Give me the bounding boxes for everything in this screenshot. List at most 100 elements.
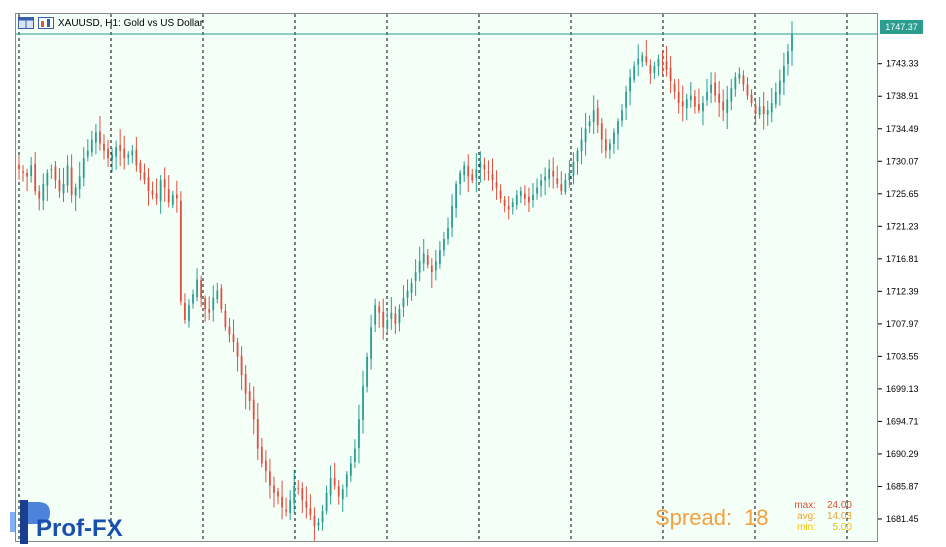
candle bbox=[544, 167, 547, 195]
candle bbox=[702, 95, 704, 126]
candle bbox=[224, 303, 227, 331]
candle bbox=[467, 154, 470, 193]
candle bbox=[540, 173, 542, 197]
candle bbox=[718, 80, 721, 117]
candle bbox=[576, 147, 579, 175]
candle bbox=[293, 469, 296, 513]
candle bbox=[269, 458, 271, 499]
candle bbox=[479, 151, 482, 183]
candle bbox=[657, 54, 660, 76]
candle bbox=[451, 194, 453, 237]
candle bbox=[362, 370, 364, 434]
candle bbox=[783, 52, 785, 96]
candle bbox=[131, 144, 134, 164]
candle bbox=[698, 88, 700, 114]
candle bbox=[256, 402, 259, 461]
candle bbox=[426, 249, 429, 269]
price-tick-label: 1721.23 bbox=[886, 221, 919, 231]
candle bbox=[661, 51, 664, 75]
candle bbox=[629, 68, 632, 106]
candle bbox=[62, 167, 65, 202]
window-tile-icon[interactable] bbox=[18, 17, 34, 29]
price-tick-label: 1734.49 bbox=[886, 124, 919, 134]
candle bbox=[90, 130, 93, 157]
candlestick-chart[interactable] bbox=[16, 14, 877, 541]
candle bbox=[770, 87, 773, 123]
candle bbox=[710, 72, 712, 104]
candle bbox=[260, 438, 263, 468]
candle bbox=[406, 279, 409, 306]
prof-fx-logo: Prof-FX bbox=[10, 500, 123, 544]
candle bbox=[301, 482, 304, 513]
candle bbox=[103, 134, 105, 160]
candle bbox=[99, 115, 101, 151]
candle bbox=[681, 85, 684, 122]
candle bbox=[228, 317, 231, 343]
candle bbox=[309, 494, 312, 521]
stat-min-row: min: 5.00 bbox=[790, 522, 852, 533]
candle bbox=[410, 278, 413, 301]
candle bbox=[693, 89, 696, 114]
candle bbox=[471, 169, 474, 184]
candle bbox=[325, 485, 328, 515]
candle bbox=[196, 268, 198, 302]
candle bbox=[398, 304, 401, 332]
chart-plot-area[interactable] bbox=[15, 13, 878, 542]
candle bbox=[669, 55, 672, 94]
candle bbox=[58, 168, 61, 198]
candle bbox=[596, 99, 599, 134]
candle bbox=[754, 100, 757, 125]
candle bbox=[507, 195, 510, 220]
candle bbox=[333, 462, 336, 490]
price-tick-label: 1699.13 bbox=[886, 384, 919, 394]
candle bbox=[341, 484, 344, 512]
candle bbox=[726, 85, 729, 130]
candle bbox=[273, 476, 275, 508]
candle bbox=[584, 112, 587, 156]
candle bbox=[434, 250, 437, 281]
candle bbox=[402, 285, 405, 317]
candle bbox=[30, 157, 33, 183]
stat-avg-value: 14.03 bbox=[826, 511, 852, 522]
price-scale[interactable]: 1743.33 1738.91 1734.49 1730.07 1725.65 1721.… bbox=[878, 13, 946, 542]
candle bbox=[86, 139, 89, 162]
chart-type-icon[interactable] bbox=[38, 17, 54, 29]
candle bbox=[536, 178, 538, 200]
candle bbox=[604, 128, 607, 159]
candle bbox=[528, 187, 530, 213]
candle bbox=[637, 44, 640, 77]
price-tick-label: 1694.71 bbox=[886, 416, 919, 426]
candle bbox=[556, 165, 559, 189]
candle bbox=[475, 153, 478, 193]
candle bbox=[200, 275, 203, 308]
candle bbox=[50, 164, 53, 179]
candle bbox=[70, 154, 73, 203]
candle bbox=[179, 191, 182, 306]
candle bbox=[580, 127, 583, 165]
candle bbox=[204, 295, 207, 322]
candle bbox=[151, 181, 154, 200]
candle bbox=[184, 293, 186, 324]
candle bbox=[139, 159, 142, 181]
candle bbox=[34, 152, 37, 196]
candle bbox=[220, 284, 223, 313]
candle bbox=[762, 91, 765, 130]
candle bbox=[447, 217, 449, 245]
candle bbox=[192, 289, 194, 309]
candle bbox=[366, 352, 368, 393]
candle bbox=[463, 161, 466, 183]
candle bbox=[653, 61, 656, 80]
candle bbox=[127, 151, 130, 166]
candle bbox=[390, 296, 393, 330]
price-tick-label: 1738.91 bbox=[886, 91, 919, 101]
candle bbox=[155, 178, 158, 206]
candle bbox=[66, 155, 69, 193]
price-tick-label: 1743.33 bbox=[886, 59, 919, 69]
candle bbox=[74, 183, 77, 211]
candle bbox=[491, 158, 494, 192]
candle bbox=[382, 298, 385, 340]
candle bbox=[758, 96, 761, 119]
candle bbox=[354, 439, 356, 469]
candle bbox=[625, 85, 627, 121]
